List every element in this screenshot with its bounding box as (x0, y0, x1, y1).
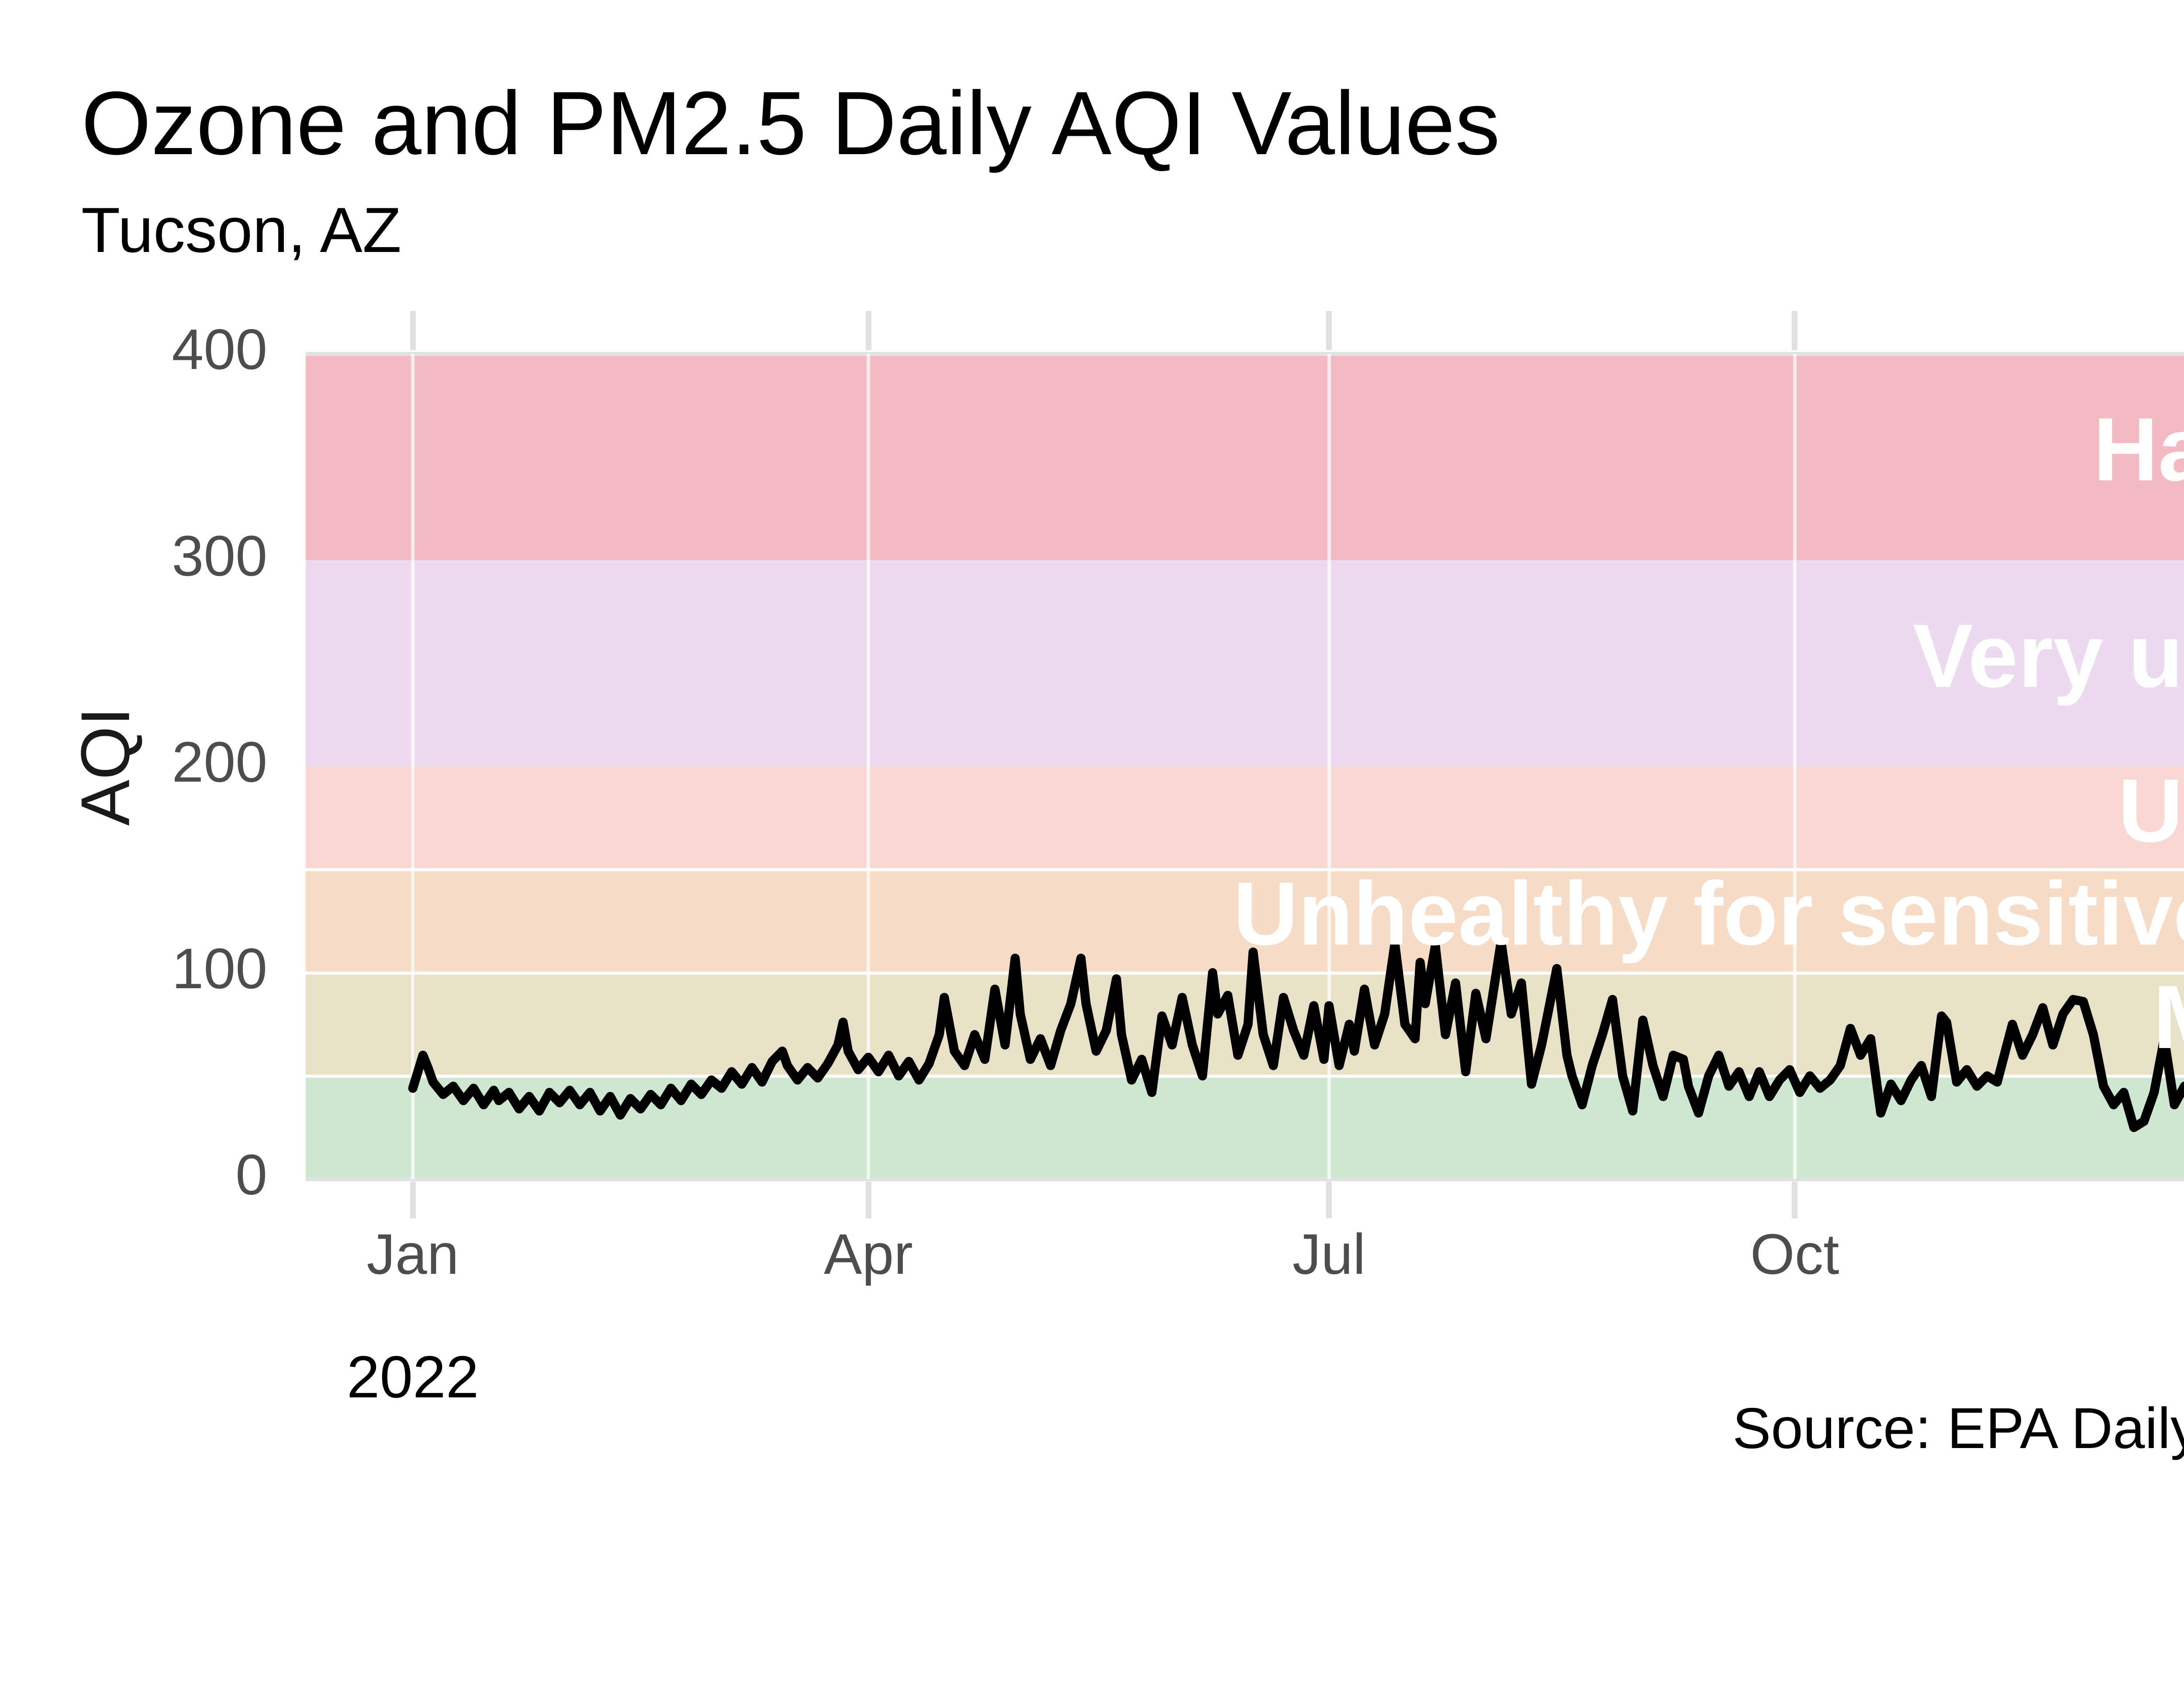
month-tick-top-1 (865, 311, 871, 350)
y-tick-label-300: 300 (172, 523, 267, 588)
band-label-hazardous: Hazardous (2093, 399, 2184, 500)
band-separator-100 (306, 971, 2184, 975)
x-tick-label-1: Apr (824, 1222, 913, 1286)
x-tick-label-2: Jul (1292, 1222, 1366, 1286)
y-axis-title: AQI (67, 707, 144, 826)
month-tick-bottom-1 (865, 1182, 871, 1218)
band-label-unhealthy: Unhealthy (2118, 760, 2184, 861)
band-label-moderate: Moderate (2153, 972, 2184, 1062)
aqi-band-moderate (306, 972, 2184, 1076)
month-tick-bottom-2 (1326, 1182, 1332, 1218)
aqi-band-good (306, 1076, 2184, 1179)
x-tick-label-0: Jan (366, 1222, 459, 1286)
gridline-y-400 (306, 352, 2184, 356)
y-tick-label-0: 0 (235, 1142, 267, 1207)
aqi-band-unhealthy (306, 766, 2184, 870)
band-label-very-unhealthy: Very unhealthy (1913, 605, 2184, 706)
band-separator-150 (306, 868, 2184, 872)
x-tick-label-3: Oct (1750, 1222, 1839, 1286)
month-tick-top-0 (410, 311, 416, 350)
year-label-2022: 2022 (346, 1344, 479, 1410)
band-separator-50 (306, 1074, 2184, 1078)
page-title: Ozone and PM2.5 Daily AQI Values (81, 73, 1500, 173)
month-gridline-2 (1327, 354, 1331, 1179)
source-caption: Source: EPA Daily Air Quality Tracker (1732, 1396, 2184, 1460)
aqi-band-hazardous (306, 354, 2184, 560)
gridline-y-0 (306, 1177, 2184, 1181)
month-tick-bottom-3 (1792, 1182, 1798, 1218)
y-tick-label-200: 200 (172, 730, 267, 794)
band-label-unhealthy-for-sensitive-groups: Unhealthy for sensitive groups (1233, 863, 2184, 964)
month-gridline-3 (1793, 354, 1797, 1179)
month-tick-bottom-0 (410, 1182, 416, 1218)
month-gridline-1 (867, 354, 870, 1179)
month-gridline-0 (411, 354, 415, 1179)
aqi-band-very-unhealthy (306, 560, 2184, 766)
month-tick-top-2 (1326, 311, 1332, 350)
page-subtitle: Tucson, AZ (81, 194, 401, 266)
y-tick-label-100: 100 (172, 936, 267, 1000)
month-tick-top-3 (1792, 311, 1798, 350)
y-tick-label-400: 400 (172, 317, 267, 381)
